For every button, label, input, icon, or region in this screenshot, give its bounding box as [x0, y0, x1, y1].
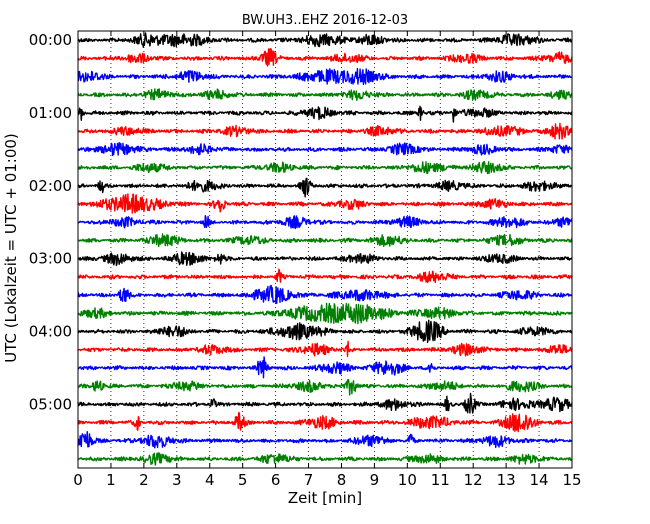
trace-0345	[77, 302, 573, 325]
x-tick-label: 15	[562, 471, 581, 489]
y-tick-label: 02:00	[29, 177, 72, 195]
grid-lines	[110, 31, 540, 468]
trace-0100	[77, 105, 573, 123]
plot-frame	[77, 30, 573, 469]
x-tick-label: 0	[73, 471, 83, 489]
y-tick-label: 04:00	[29, 322, 72, 340]
x-tick-label: 7	[304, 471, 314, 489]
y-axis-label: UTC (Lokalzeit = UTC + 01:00)	[2, 133, 20, 363]
x-tick-label: 14	[530, 471, 549, 489]
trace-0015	[77, 47, 573, 67]
trace-0000	[77, 32, 573, 48]
chart-title: BW.UH3..EHZ 2016-12-03	[242, 13, 408, 28]
x-tick-label: 2	[139, 471, 149, 489]
trace-0230	[77, 215, 573, 230]
x-tick-label: 12	[464, 471, 483, 489]
trace-0215	[77, 193, 573, 214]
trace-0400	[77, 319, 573, 344]
trace-0300	[77, 251, 573, 267]
trace-0415	[77, 340, 573, 358]
x-tick-label: 8	[337, 471, 347, 489]
trace-0500	[77, 392, 573, 414]
x-tick-label: 5	[238, 471, 248, 489]
x-tick-label: 1	[106, 471, 116, 489]
seismic-traces	[77, 32, 573, 466]
x-tick-label: 4	[205, 471, 215, 489]
trace-0430	[77, 356, 573, 379]
trace-0245	[77, 233, 573, 248]
trace-0030	[77, 67, 573, 85]
trace-0445	[77, 378, 573, 396]
y-tick-label: 00:00	[29, 31, 72, 49]
trace-0330	[77, 284, 573, 305]
trace-0130	[77, 141, 573, 157]
trace-0115	[77, 122, 573, 140]
y-tick-label: 01:00	[29, 104, 72, 122]
trace-0145	[77, 160, 573, 175]
x-tick-label: 11	[431, 471, 450, 489]
y-tick-label: 05:00	[29, 395, 72, 413]
trace-0315	[77, 268, 573, 284]
x-tick-label: 3	[172, 471, 182, 489]
trace-0515	[77, 411, 573, 433]
y-tick-label: 03:00	[29, 250, 72, 268]
x-tick-label: 13	[497, 471, 516, 489]
x-axis-label: Zeit [min]	[288, 489, 362, 507]
trace-0200	[77, 177, 573, 198]
trace-0530	[77, 431, 573, 449]
trace-0545	[77, 452, 573, 466]
x-tick-label: 6	[271, 471, 281, 489]
y-axis: 00:00 01:00 02:00 03:00 04:00 05:00	[29, 31, 572, 413]
x-axis: 0 1 2 3 4 5 6 7 8 9 10 11 12 13 14 15	[73, 31, 582, 489]
x-tick-label: 10	[398, 471, 417, 489]
trace-0045	[77, 88, 573, 101]
x-tick-label: 9	[370, 471, 380, 489]
